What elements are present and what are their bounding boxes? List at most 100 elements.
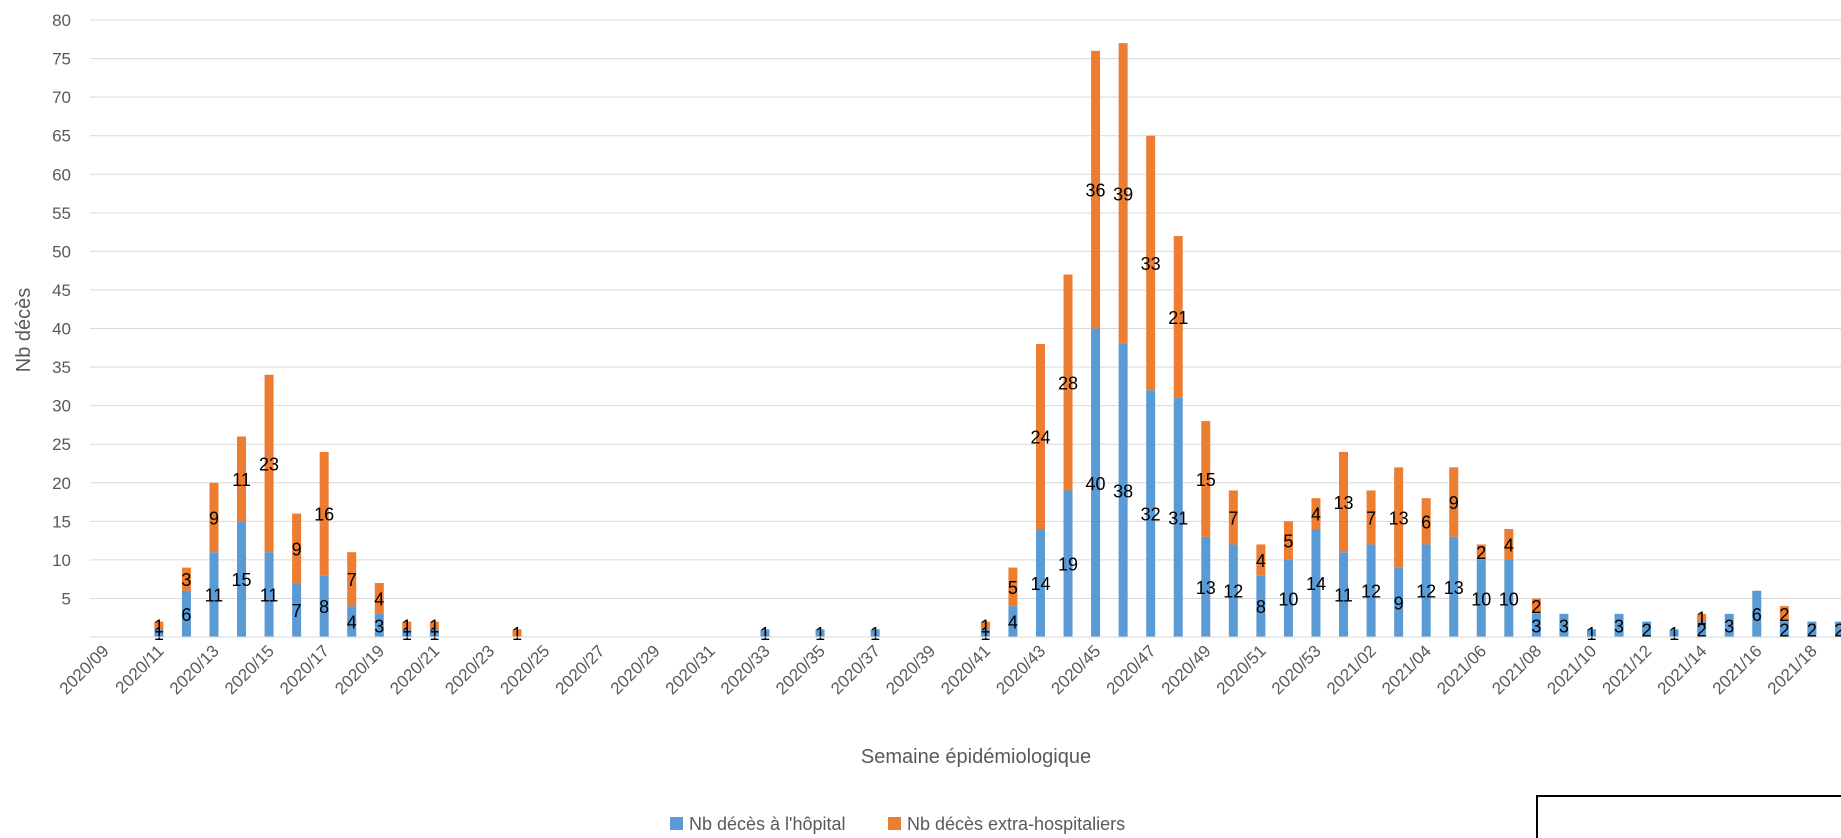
y-tick-label: 35: [52, 358, 71, 377]
bar-extra-hospital: [319, 451, 329, 576]
data-label-extra-hospital: 1: [154, 616, 164, 636]
bar-hospital: [1449, 536, 1459, 637]
x-tick-label: 2021/16: [1709, 641, 1766, 698]
y-tick-label: 45: [52, 281, 71, 300]
x-tick-label: 2020/19: [331, 641, 388, 698]
x-tick-label: 2020/51: [1213, 641, 1270, 698]
data-label-extra-hospital: 1: [512, 624, 522, 644]
bar-extra-hospital: [1779, 606, 1789, 622]
data-label-hospital: 1: [1669, 624, 1679, 644]
bar-hospital: [1008, 606, 1018, 637]
data-label-extra-hospital: 4: [1311, 505, 1321, 525]
bar-extra-hospital: [1283, 521, 1293, 560]
data-label-extra-hospital: 15: [1196, 470, 1216, 490]
data-label-hospital: 3: [1559, 616, 1569, 636]
bar-extra-hospital: [1421, 498, 1431, 545]
legend-label: Nb décès à l'hôpital: [689, 814, 846, 834]
bar-extra-hospital: [1091, 50, 1101, 329]
bar-extra-hospital: [1531, 598, 1541, 614]
data-label-extra-hospital: 1: [402, 616, 412, 636]
x-tick-label: 2020/43: [992, 641, 1049, 698]
x-axis-title: Semaine épidémiologique: [861, 746, 1091, 768]
bar-hospital: [760, 629, 770, 637]
bar-extra-hospital: [1035, 343, 1045, 530]
legend-swatch: [670, 817, 683, 830]
y-tick-label: 15: [52, 512, 71, 531]
y-tick-label: 5: [62, 589, 71, 608]
bar-extra-hospital: [1394, 467, 1404, 568]
data-label-extra-hospital: 6: [1421, 512, 1431, 532]
x-tick-label: 2021/10: [1543, 641, 1600, 698]
bar-hospital: [1807, 621, 1817, 637]
data-label-extra-hospital: 4: [374, 589, 384, 609]
x-tick-label: 2020/45: [1048, 641, 1105, 698]
bar-extra-hospital: [209, 482, 219, 553]
bar-hospital: [1339, 552, 1349, 637]
bar-hospital: [347, 606, 357, 637]
bar-hospital: [209, 552, 219, 637]
x-tick-label: 2020/37: [827, 641, 884, 698]
data-label-hospital: 12: [1223, 582, 1243, 602]
data-label-hospital: 11: [260, 586, 279, 606]
data-label-hospital: 12: [1416, 582, 1436, 602]
bar-extra-hospital: [1697, 613, 1707, 622]
x-tick-label: 2020/39: [882, 641, 939, 698]
x-tick-label: 2020/31: [662, 641, 719, 698]
data-label-hospital: 7: [292, 601, 302, 621]
data-label-hospital: 3: [374, 616, 384, 636]
bar-hospital: [1035, 529, 1045, 637]
data-label-hospital: 10: [1278, 589, 1298, 609]
data-label-hospital: 12: [1361, 582, 1381, 602]
data-label-extra-hospital: 28: [1058, 373, 1078, 393]
data-label-extra-hospital: 3: [181, 570, 191, 590]
data-label-extra-hospital: 1: [980, 616, 990, 636]
y-tick-label: 25: [52, 435, 71, 454]
data-label-extra-hospital: 33: [1141, 254, 1161, 274]
y-tick-label: 50: [52, 242, 71, 261]
bar-extra-hospital: [347, 552, 357, 607]
gridlines: [90, 19, 1841, 599]
bar-hospital: [319, 575, 329, 637]
data-label-extra-hospital: 16: [314, 505, 334, 525]
bar-extra-hospital: [1449, 467, 1459, 537]
bar-extra-hospital: [402, 621, 412, 630]
bar-hospital: [1421, 544, 1431, 637]
y-tick-label: 55: [52, 204, 71, 223]
x-tick-label: 2020/15: [221, 641, 278, 698]
bar-extra-hospital: [429, 621, 439, 630]
bar-hospital: [154, 629, 164, 637]
bar-hospital: [1228, 544, 1238, 637]
bar-hospital: [1063, 490, 1073, 637]
bar-hospital: [1531, 613, 1541, 637]
y-tick-label: 20: [52, 474, 71, 493]
data-label-hospital: 15: [232, 570, 252, 590]
x-tick-label: 2020/21: [386, 641, 443, 698]
bar-hospital: [429, 629, 439, 637]
bar-hospital: [1614, 613, 1624, 637]
bar-extra-hospital: [512, 629, 522, 637]
x-tick-label: 2020/41: [937, 641, 994, 698]
data-label-extra-hospital: 9: [209, 508, 219, 528]
data-label-hospital: 1: [980, 624, 990, 644]
bar-hospital: [1669, 629, 1679, 637]
bar-hospital: [1752, 590, 1762, 637]
data-label-extra-hospital: 7: [1366, 508, 1376, 528]
data-label-hospital: 19: [1058, 555, 1078, 575]
x-tick-label: 2020/17: [276, 641, 333, 698]
bar-hospital: [870, 629, 880, 637]
bar-hospital: [1779, 621, 1789, 637]
y-tick-label: 60: [52, 165, 71, 184]
bar-extra-hospital: [1201, 421, 1211, 537]
data-label-hospital: 9: [1394, 593, 1404, 613]
y-tick-label: 70: [52, 88, 71, 107]
x-axis-ticks: 2020/09 2020/112020/132020/152020/172020/…: [56, 641, 1821, 698]
data-label-hospital: 11: [1334, 586, 1353, 606]
bar-extra-hospital: [1228, 490, 1238, 545]
bar-hospital: [1559, 613, 1569, 637]
y-tick-label: 10: [52, 551, 71, 570]
data-label-hospital: 14: [1306, 574, 1326, 594]
bar-hospital: [1697, 621, 1707, 637]
x-tick-label: 2020/47: [1103, 641, 1160, 698]
bar-extra-hospital: [154, 621, 164, 630]
data-label-extra-hospital: 4: [1504, 535, 1514, 555]
